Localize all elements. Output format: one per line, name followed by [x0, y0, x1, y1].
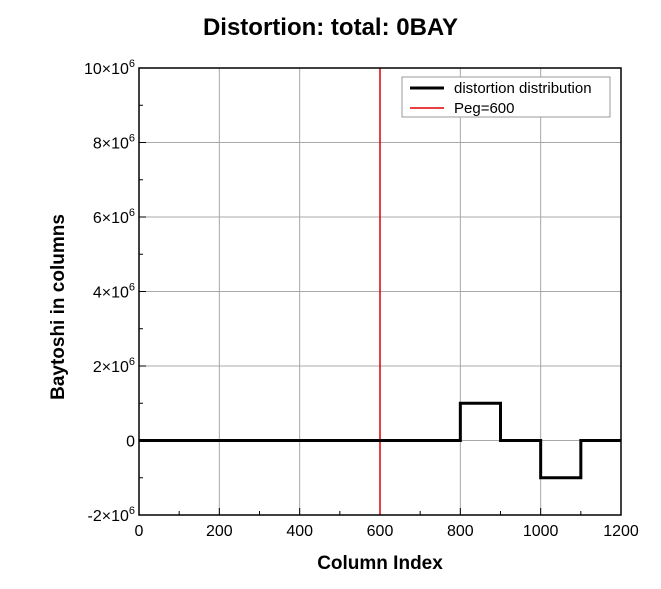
legend: distortion distribution Peg=600	[401, 76, 611, 118]
y-tick-label: 2×106	[93, 356, 135, 376]
distortion-series-line	[139, 401, 621, 480]
y-tick-label: -2×106	[88, 505, 136, 525]
x-axis-title: Column Index	[317, 553, 443, 574]
x-tick-label: 1200	[603, 523, 639, 540]
y-tick-label: 4×106	[93, 282, 135, 302]
legend-label-distortion: distortion distribution	[454, 80, 592, 97]
x-tick-label: 600	[367, 523, 394, 540]
x-tick-label: 200	[206, 523, 233, 540]
series-layer	[139, 68, 621, 515]
tick-labels: 0 200 400 600 800 1000 1200 10×106 8×106 6×106 4×1…	[84, 58, 639, 540]
legend-box	[401, 76, 611, 118]
x-tick-label: 1000	[523, 523, 559, 540]
y-tick-label: 6×106	[93, 207, 135, 227]
y-axis-title: Baytoshi in columns	[48, 214, 69, 400]
chart-title: Distortion: total: 0BAY	[202, 14, 459, 41]
y-tick-label: 10×106	[84, 58, 135, 78]
x-tick-label: 400	[286, 523, 313, 540]
plot-frame	[138, 67, 622, 516]
y-tick-label: 8×106	[93, 133, 135, 153]
x-tick-label: 800	[447, 523, 474, 540]
legend-label-peg: Peg=600	[454, 100, 514, 117]
x-tick-label: 0	[135, 523, 144, 540]
y-tick-label: 0	[126, 434, 135, 451]
